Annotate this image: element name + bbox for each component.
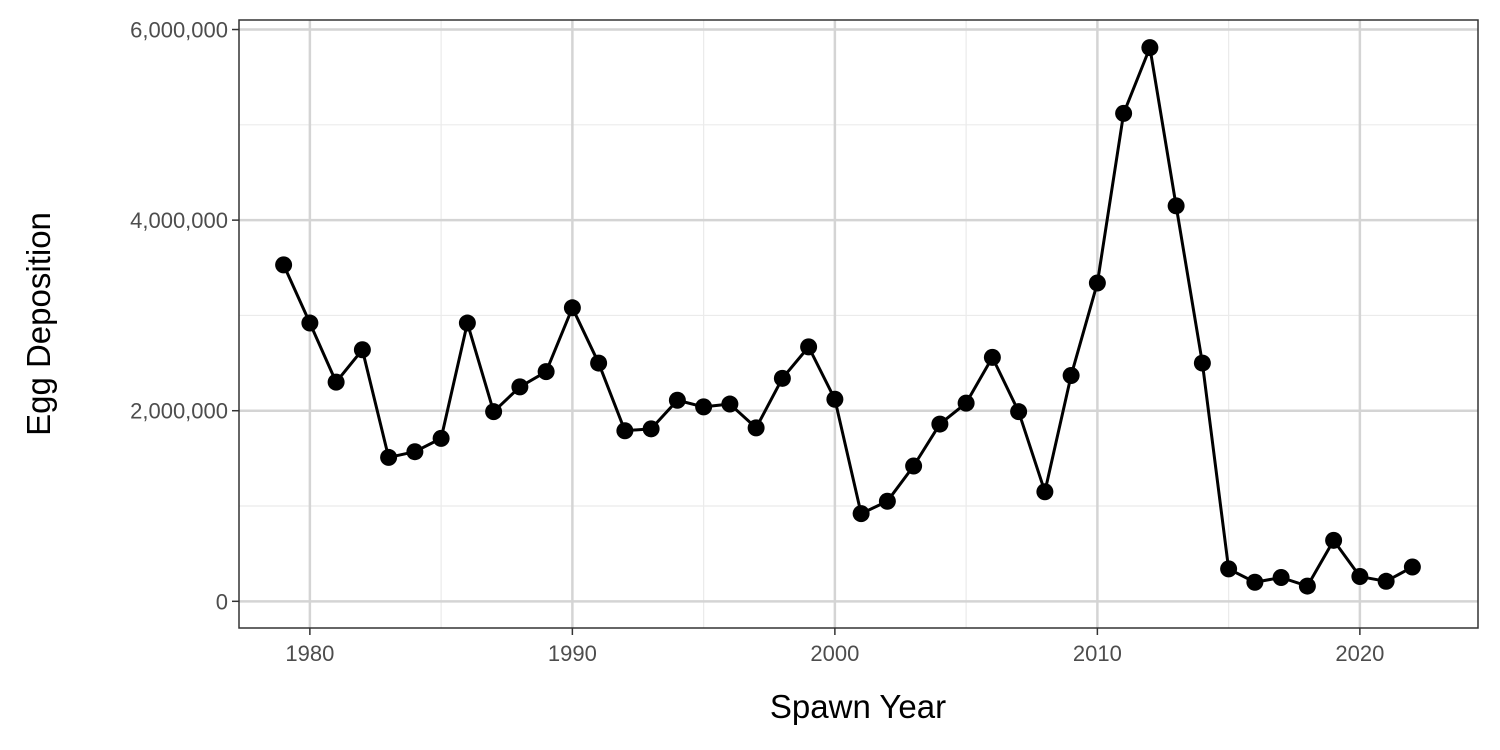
x-axis-title: Spawn Year bbox=[770, 688, 946, 725]
data-point bbox=[380, 448, 398, 466]
data-point bbox=[590, 354, 608, 372]
data-point bbox=[1115, 104, 1133, 122]
data-point bbox=[1220, 560, 1238, 578]
data-point bbox=[852, 505, 870, 523]
data-point bbox=[485, 403, 503, 421]
data-point bbox=[695, 398, 713, 416]
x-tick-label: 1990 bbox=[548, 641, 597, 666]
data-point bbox=[537, 363, 555, 381]
data-point bbox=[1036, 483, 1054, 501]
data-point bbox=[1377, 572, 1395, 590]
x-tick-label: 1980 bbox=[285, 641, 334, 666]
y-axis: 0 2,000,000 4,000,000 6,000,000 bbox=[130, 18, 239, 614]
data-point bbox=[432, 429, 450, 447]
plot-border bbox=[238, 19, 1479, 629]
data-point bbox=[1193, 354, 1211, 372]
data-point bbox=[327, 373, 345, 391]
series-line bbox=[282, 46, 1414, 588]
data-point bbox=[1141, 39, 1159, 57]
x-tick-label: 2000 bbox=[810, 641, 859, 666]
data-point bbox=[668, 391, 686, 409]
data-point bbox=[275, 256, 293, 274]
data-point bbox=[800, 338, 818, 356]
data-point bbox=[1272, 568, 1290, 586]
data-point bbox=[983, 348, 1001, 366]
data-point bbox=[563, 299, 581, 317]
data-point bbox=[931, 415, 949, 433]
data-point bbox=[511, 378, 529, 396]
series-layer bbox=[275, 39, 1421, 595]
y-axis-title: Egg Deposition bbox=[20, 212, 57, 436]
data-point bbox=[957, 394, 975, 412]
data-point bbox=[1351, 568, 1369, 586]
data-point bbox=[406, 443, 424, 461]
y-tick-label: 6,000,000 bbox=[130, 18, 228, 43]
data-point bbox=[301, 314, 319, 332]
x-tick-label: 2020 bbox=[1335, 641, 1384, 666]
x-tick-label: 2010 bbox=[1073, 641, 1122, 666]
y-tick-label: 4,000,000 bbox=[130, 208, 228, 233]
data-point bbox=[642, 420, 660, 438]
y-tick-label: 2,000,000 bbox=[130, 399, 228, 424]
major-gridlines bbox=[239, 20, 1478, 628]
data-point bbox=[1010, 403, 1028, 421]
data-point bbox=[826, 390, 844, 408]
data-point bbox=[878, 492, 896, 510]
data-point bbox=[905, 457, 923, 475]
y-tick-label: 0 bbox=[216, 589, 228, 614]
x-axis: 1980 1990 2000 2010 2020 bbox=[285, 628, 1384, 666]
data-point bbox=[1403, 558, 1421, 576]
data-point bbox=[353, 341, 371, 359]
data-point bbox=[721, 395, 739, 413]
data-point bbox=[747, 419, 765, 437]
data-point bbox=[458, 314, 476, 332]
data-point bbox=[1088, 274, 1106, 292]
data-point bbox=[773, 369, 791, 387]
data-point bbox=[1246, 573, 1264, 591]
data-point bbox=[1298, 577, 1316, 595]
data-point bbox=[616, 422, 634, 440]
data-point bbox=[1062, 366, 1080, 384]
plot-panel bbox=[239, 20, 1478, 628]
data-point bbox=[1167, 197, 1185, 215]
data-point bbox=[1325, 531, 1343, 549]
